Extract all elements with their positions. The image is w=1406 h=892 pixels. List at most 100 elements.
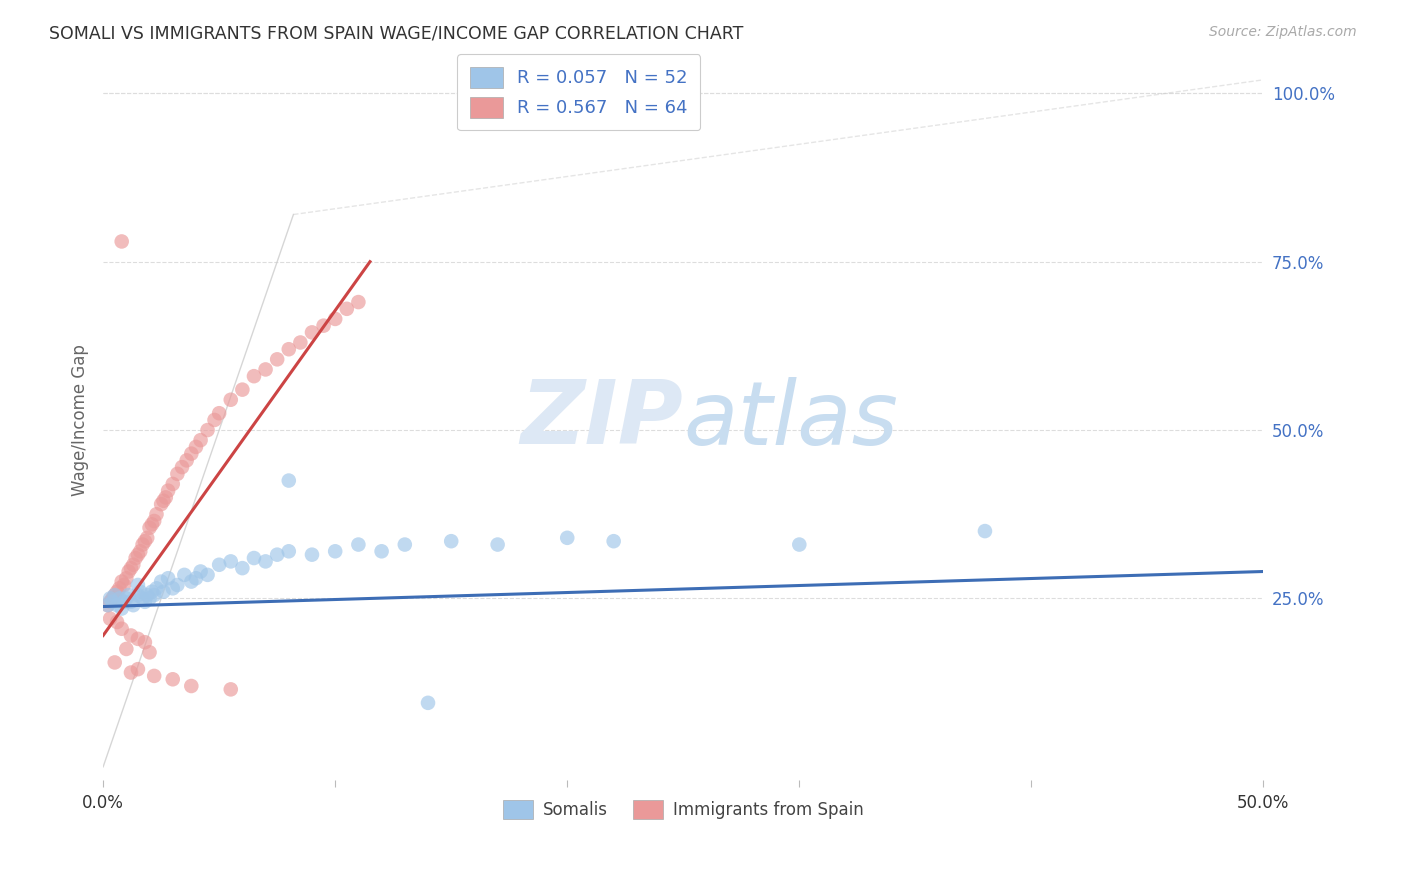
- Point: [124, 551, 146, 566]
- Point: [219, 554, 242, 568]
- Y-axis label: Wage/Income Gap: Wage/Income Gap: [72, 344, 89, 496]
- Point: [394, 537, 416, 551]
- Point: [98, 612, 121, 626]
- Point: [98, 591, 121, 606]
- Point: [143, 669, 166, 683]
- Point: [104, 588, 127, 602]
- Point: [184, 571, 207, 585]
- Point: [150, 574, 173, 589]
- Point: [173, 567, 195, 582]
- Point: [97, 598, 120, 612]
- Point: [157, 483, 180, 498]
- Point: [208, 558, 231, 572]
- Point: [486, 537, 509, 551]
- Point: [312, 318, 335, 333]
- Point: [143, 514, 166, 528]
- Point: [180, 447, 202, 461]
- Point: [141, 517, 163, 532]
- Point: [127, 662, 149, 676]
- Point: [219, 392, 242, 407]
- Legend: Somalis, Immigrants from Spain: Somalis, Immigrants from Spain: [496, 794, 870, 826]
- Point: [129, 584, 152, 599]
- Point: [122, 598, 145, 612]
- Point: [166, 578, 188, 592]
- Point: [115, 591, 138, 606]
- Point: [254, 554, 277, 568]
- Point: [184, 440, 207, 454]
- Point: [150, 497, 173, 511]
- Point: [134, 635, 156, 649]
- Point: [118, 588, 141, 602]
- Point: [136, 531, 159, 545]
- Point: [115, 642, 138, 657]
- Point: [162, 673, 184, 687]
- Point: [111, 574, 134, 589]
- Point: [277, 474, 299, 488]
- Point: [301, 326, 323, 340]
- Point: [138, 521, 160, 535]
- Point: [602, 534, 624, 549]
- Point: [243, 551, 266, 566]
- Point: [127, 548, 149, 562]
- Point: [190, 433, 212, 447]
- Point: [974, 524, 997, 538]
- Point: [323, 544, 346, 558]
- Point: [190, 565, 212, 579]
- Point: [204, 413, 226, 427]
- Point: [145, 508, 167, 522]
- Point: [162, 477, 184, 491]
- Point: [120, 628, 142, 642]
- Point: [118, 565, 141, 579]
- Point: [152, 493, 174, 508]
- Point: [152, 584, 174, 599]
- Point: [266, 548, 288, 562]
- Point: [127, 632, 149, 646]
- Point: [277, 343, 299, 357]
- Point: [301, 548, 323, 562]
- Point: [157, 571, 180, 585]
- Point: [290, 335, 312, 350]
- Point: [555, 531, 578, 545]
- Point: [336, 301, 359, 316]
- Point: [138, 591, 160, 606]
- Text: SOMALI VS IMMIGRANTS FROM SPAIN WAGE/INCOME GAP CORRELATION CHART: SOMALI VS IMMIGRANTS FROM SPAIN WAGE/INC…: [49, 25, 744, 43]
- Point: [134, 534, 156, 549]
- Point: [180, 679, 202, 693]
- Point: [115, 571, 138, 585]
- Point: [231, 561, 253, 575]
- Point: [787, 537, 810, 551]
- Point: [105, 584, 128, 599]
- Point: [112, 595, 135, 609]
- Point: [111, 235, 134, 249]
- Point: [131, 591, 153, 606]
- Point: [176, 453, 198, 467]
- Point: [197, 423, 219, 437]
- Point: [111, 601, 134, 615]
- Point: [127, 578, 149, 592]
- Point: [108, 582, 131, 596]
- Point: [129, 544, 152, 558]
- Point: [416, 696, 439, 710]
- Point: [105, 615, 128, 629]
- Point: [166, 467, 188, 481]
- Point: [101, 591, 124, 606]
- Point: [347, 537, 370, 551]
- Point: [131, 537, 153, 551]
- Point: [197, 567, 219, 582]
- Point: [266, 352, 288, 367]
- Point: [141, 584, 163, 599]
- Point: [162, 582, 184, 596]
- Text: atlas: atlas: [683, 377, 898, 463]
- Point: [370, 544, 392, 558]
- Point: [138, 645, 160, 659]
- Point: [440, 534, 463, 549]
- Text: ZIP: ZIP: [520, 376, 683, 464]
- Point: [127, 588, 149, 602]
- Point: [120, 561, 142, 575]
- Point: [254, 362, 277, 376]
- Point: [104, 588, 127, 602]
- Point: [97, 598, 120, 612]
- Point: [170, 460, 193, 475]
- Point: [208, 406, 231, 420]
- Text: Source: ZipAtlas.com: Source: ZipAtlas.com: [1209, 25, 1357, 39]
